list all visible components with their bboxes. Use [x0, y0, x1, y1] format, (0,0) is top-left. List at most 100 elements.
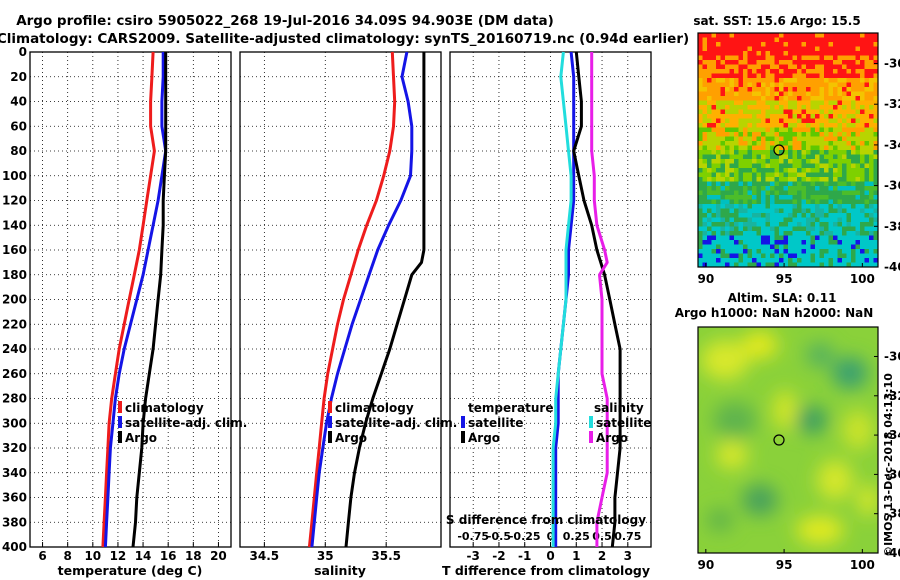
sst-cell	[761, 235, 766, 241]
sst-cell	[698, 141, 703, 146]
sst-cell	[747, 181, 753, 187]
sst-cell	[734, 249, 739, 254]
sst-cell	[743, 55, 748, 61]
sst-cell	[788, 235, 793, 241]
sst-cell	[810, 91, 816, 97]
sst-cell	[716, 262, 721, 267]
sst-cell	[752, 172, 757, 178]
sst-cell	[846, 240, 852, 245]
sst-cell	[788, 186, 793, 191]
sst-cell	[833, 69, 838, 74]
sst-cell	[716, 186, 721, 191]
sst-cell	[698, 82, 703, 88]
sst-cell	[707, 258, 712, 263]
sst-cell	[702, 150, 708, 155]
sst-cell	[738, 69, 744, 74]
sst-cell	[842, 168, 847, 173]
sst-cell	[855, 217, 861, 223]
sst-cell	[774, 96, 780, 101]
sst-cell	[815, 177, 820, 182]
sst-cell	[828, 235, 834, 241]
sst-cell	[842, 118, 847, 124]
sst-cell	[779, 37, 784, 43]
sst-cell	[788, 118, 793, 124]
sst-cell	[707, 177, 712, 182]
sst-cell	[806, 87, 811, 92]
sst-cell	[833, 123, 838, 128]
sst-cell	[707, 82, 712, 88]
sst-cell	[801, 69, 807, 74]
sst-cell	[738, 172, 744, 178]
sst-cell	[851, 204, 856, 209]
sst-cell	[792, 141, 798, 146]
sst-cell	[846, 262, 852, 267]
sst-cell	[810, 82, 816, 88]
sst-cell	[828, 262, 834, 267]
sst-cell	[797, 258, 802, 263]
sst-cell	[855, 141, 861, 146]
sst-cell	[779, 159, 784, 164]
sst-cell	[716, 168, 721, 173]
sst-cell	[738, 226, 744, 232]
sst-cell	[869, 262, 874, 267]
sst-cell	[738, 46, 744, 52]
sst-cell	[851, 235, 856, 241]
sst-cell	[725, 154, 730, 160]
sst-cell	[779, 60, 784, 65]
sst-cell	[860, 244, 865, 250]
sst-cell	[842, 141, 847, 146]
sst-cell	[770, 204, 775, 209]
sst-cell	[810, 118, 816, 124]
sst-cell	[774, 55, 780, 61]
sst-cell	[743, 73, 748, 79]
sst-cell	[806, 73, 811, 79]
sst-cell	[846, 123, 852, 128]
sst-cell	[842, 249, 847, 254]
sst-cell	[855, 136, 861, 142]
sst-cell	[869, 226, 874, 232]
sst-cell	[720, 163, 726, 169]
sst-cell	[770, 168, 775, 173]
sst-cell	[810, 145, 816, 151]
sst-cell	[864, 235, 870, 241]
sst-cell	[828, 127, 834, 133]
sst-cell	[725, 100, 730, 106]
sst-cell	[869, 217, 874, 223]
sst-cell	[810, 132, 816, 137]
sst-cell	[873, 55, 878, 61]
sst-cell	[797, 168, 802, 173]
sst-cell	[770, 132, 775, 137]
sst-cell	[869, 204, 874, 209]
sst-cell	[765, 154, 771, 160]
sst-cell	[846, 226, 852, 232]
sst-cell	[806, 258, 811, 263]
depth-tick-label: 300	[2, 416, 27, 430]
series-satellite-adj-clim	[310, 51, 414, 548]
sst-cell	[752, 73, 757, 79]
sst-cell	[756, 244, 762, 250]
sst-cell	[702, 262, 708, 267]
sst-cell	[725, 199, 730, 205]
sst-cell	[801, 253, 807, 259]
sst-cell	[734, 226, 739, 232]
sst-cell	[860, 199, 865, 205]
sst-cell	[756, 204, 762, 209]
sst-cell	[761, 195, 766, 200]
sst-cell	[779, 105, 784, 110]
sst-cell	[837, 186, 843, 191]
sst-cell	[792, 213, 798, 218]
sst-cell	[869, 69, 874, 74]
sst-cell	[720, 213, 726, 218]
sst-cell	[873, 217, 878, 223]
sst-cell	[729, 123, 735, 128]
sst-cell	[743, 132, 748, 137]
sst-cell	[824, 213, 829, 218]
sst-cell	[711, 46, 717, 52]
sst-cell	[761, 73, 766, 79]
sst-cell	[855, 163, 861, 169]
sst-cell	[801, 213, 807, 218]
sst-cell	[801, 141, 807, 146]
sst-cell	[702, 222, 708, 227]
sst-cell	[770, 186, 775, 191]
depth-tick-label: 360	[2, 491, 27, 505]
